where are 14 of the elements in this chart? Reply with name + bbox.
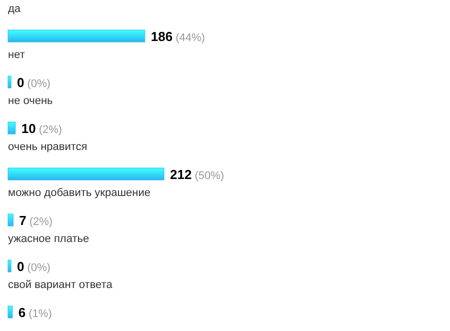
data-label: 6 (1%) [18,305,52,320]
data-label: 10 (2%) [21,121,62,136]
y-tick-label: нет [8,49,25,61]
y-tick-label: можно добавить украшение [8,187,151,199]
data-label: 0 (0%) [17,75,50,90]
y-tick-label: да [8,3,22,15]
data-label: 0 (0%) [17,259,50,274]
y-tick-label: не очень [8,95,54,107]
data-label: 186 (44%) [150,29,205,44]
y-tick-label: ужасное платье [8,233,90,245]
y-tick-label: свой вариант ответа [8,279,114,291]
data-label: 7 (2%) [19,213,53,228]
data-label: 212 (50%) [170,167,224,182]
y-tick-label: очень нравится [8,141,88,153]
